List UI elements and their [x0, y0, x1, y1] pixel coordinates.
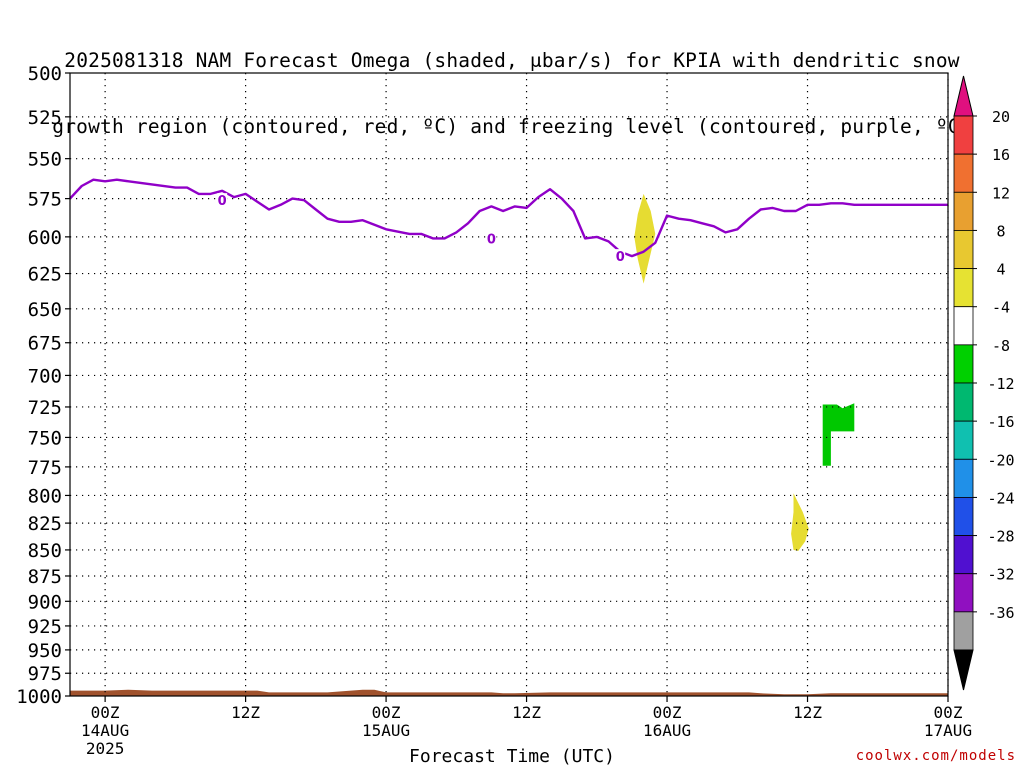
x-tick-label: 12Z	[512, 703, 541, 722]
chart-title-line1: 2025081318 NAM Forecast Omega (shaded, μ…	[64, 49, 960, 72]
contour-label-bg	[486, 231, 497, 246]
colorbar-label: 8	[996, 222, 1005, 240]
colorbar-label: 16	[992, 146, 1010, 164]
y-tick-label: 875	[28, 566, 62, 588]
x-axis-label: Forecast Time (UTC)	[409, 746, 615, 767]
y-tick-label: 675	[28, 333, 62, 355]
colorbar-label: -4	[992, 299, 1010, 317]
colorbar-swatch	[953, 611, 974, 651]
colorbar-swatch	[953, 458, 974, 498]
colorbar-swatch	[953, 191, 974, 231]
x-tick-label: 00Z	[372, 703, 401, 722]
freezing-level-label: 0	[218, 194, 227, 209]
colorbar-swatch	[953, 573, 974, 613]
x-tick-label: 00Z	[91, 703, 120, 722]
x-tick-label: 12Z	[793, 703, 822, 722]
x-tick-year: 2025	[86, 739, 125, 758]
x-tick-date: 15AUG	[362, 721, 410, 740]
chart-title-line2: growth region (contoured, red, ºC) and f…	[52, 115, 972, 138]
x-tick-date: 14AUG	[81, 721, 129, 740]
x-tick-date: 16AUG	[643, 721, 691, 740]
colorbar-top-arrow	[953, 75, 974, 117]
omega-region	[822, 403, 855, 466]
omega-region	[634, 193, 656, 284]
chart-title: 2025081318 NAM Forecast Omega (shaded, μ…	[0, 6, 1024, 160]
x-tick-label: 12Z	[231, 703, 260, 722]
y-tick-label: 725	[28, 397, 62, 419]
contour-label-bg	[217, 193, 228, 208]
colorbar-label: 4	[996, 261, 1005, 279]
y-tick-label: 625	[28, 264, 62, 286]
plot-frame	[69, 72, 949, 697]
colorbar-swatch	[953, 268, 974, 308]
freezing-level-label: 0	[616, 250, 625, 265]
x-tick-label: 00Z	[653, 703, 682, 722]
colorbar-label: -20	[987, 451, 1014, 469]
y-tick-label: 525	[28, 107, 62, 129]
y-tick-label: 900	[28, 591, 62, 613]
y-tick-label: 500	[28, 63, 62, 85]
credit-text: coolwx.com/models	[855, 748, 1016, 764]
colorbar-bottom-arrow	[953, 649, 974, 691]
y-tick-label: 1000	[16, 686, 62, 708]
colorbar-swatch	[953, 115, 974, 155]
y-tick-label: 950	[28, 640, 62, 662]
y-tick-label: 575	[28, 189, 62, 211]
x-tick-label: 00Z	[934, 703, 963, 722]
colorbar-swatch	[953, 420, 974, 460]
colorbar-label: -32	[987, 566, 1014, 584]
x-tick-date: 17AUG	[924, 721, 972, 740]
colorbar-swatch	[953, 344, 974, 384]
y-tick-label: 550	[28, 149, 62, 171]
terrain-fill	[70, 689, 948, 696]
y-tick-label: 600	[28, 227, 62, 249]
y-tick-label: 700	[28, 365, 62, 387]
y-tick-label: 775	[28, 457, 62, 479]
colorbar-label: 20	[992, 108, 1010, 126]
colorbar-swatch	[953, 497, 974, 536]
y-tick-label: 750	[28, 427, 62, 449]
colorbar-swatch	[953, 306, 974, 346]
omega-region	[791, 493, 809, 551]
freezing-level-label: 0	[487, 232, 496, 247]
freezing-level-line	[69, 178, 948, 258]
y-tick-label: 800	[28, 485, 62, 507]
colorbar-swatch	[953, 153, 974, 193]
colorbar-label: -24	[987, 489, 1014, 507]
contour-label-bg	[615, 249, 626, 264]
y-tick-label: 650	[28, 299, 62, 321]
y-tick-label: 925	[28, 616, 62, 638]
colorbar-label: -12	[987, 375, 1014, 393]
colorbar-label: -36	[987, 604, 1014, 622]
y-tick-label: 975	[28, 663, 62, 685]
y-tick-label: 825	[28, 513, 62, 535]
colorbar-label: -28	[987, 528, 1014, 546]
colorbar-label: -8	[992, 337, 1010, 355]
y-tick-label: 850	[28, 540, 62, 562]
colorbar-swatch	[953, 535, 974, 575]
colorbar-swatch	[953, 230, 974, 269]
colorbar-label: 12	[992, 184, 1010, 202]
colorbar-swatch	[953, 382, 974, 422]
colorbar-label: -16	[987, 413, 1014, 431]
